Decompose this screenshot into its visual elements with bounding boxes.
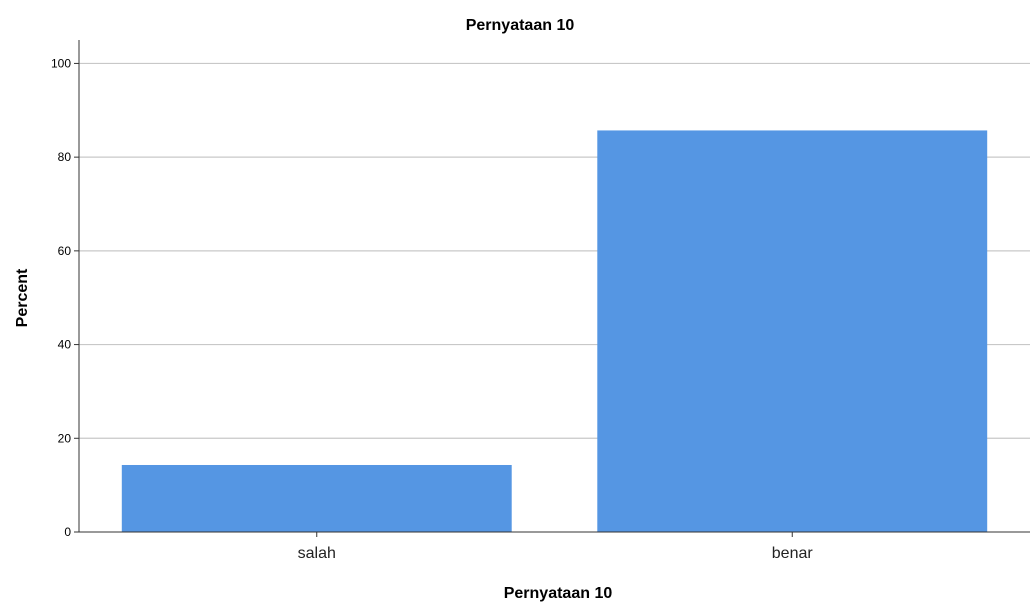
bar-salah: [121, 464, 512, 532]
x-axis-title: Pernyataan 10: [504, 585, 613, 602]
y-tick-label: 20: [58, 431, 72, 445]
bars: [121, 130, 988, 533]
y-tick-label: 0: [64, 525, 71, 539]
x-category-label: salah: [298, 545, 336, 562]
y-tick-label: 100: [51, 56, 71, 70]
x-category-label: benar: [772, 545, 814, 562]
chart-title: Pernyataan 10: [466, 17, 575, 34]
y-axis-title: Percent: [14, 268, 31, 327]
y-tick-label: 80: [58, 150, 72, 164]
y-tick-label: 60: [58, 244, 72, 258]
x-axis-category-labels: salah benar: [298, 532, 814, 562]
y-tick-label: 40: [58, 338, 72, 352]
y-axis-ticks: 0 20 40 60 80 100: [51, 56, 79, 539]
bar-benar: [597, 130, 988, 533]
